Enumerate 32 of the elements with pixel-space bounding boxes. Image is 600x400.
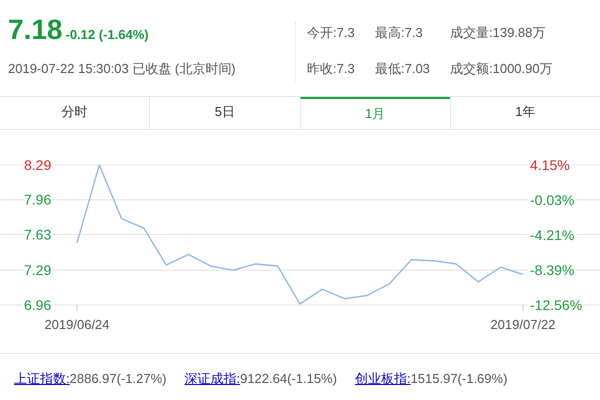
y-tick-label: 7.96 <box>24 192 52 208</box>
text: 最低:7.03 <box>375 60 431 78</box>
text: 1月 <box>300 97 450 129</box>
text: 最高:7.3 <box>375 24 424 42</box>
y-tick-label: 8.29 <box>24 156 52 173</box>
text: 1年 <box>450 97 600 129</box>
y2-tick-label: -12.56% <box>530 296 582 313</box>
y-tick-label: 7.63 <box>24 226 52 242</box>
text: 成交额:1000.90万 <box>450 60 553 78</box>
y-tick-label: 7.29 <box>24 262 52 278</box>
y2-tick-label: -4.21% <box>530 226 574 243</box>
chart-subtitle: -0.12 (-1.64%) <box>66 27 149 42</box>
text: 成交量:139.88万 <box>450 24 546 42</box>
text: 今开:7.3 <box>307 24 356 42</box>
text: 分时 <box>60 103 89 121</box>
text: 上证指数: <box>14 371 70 386</box>
y2-tick-label: 4.15% <box>530 156 570 173</box>
text: 5日 <box>149 97 300 129</box>
y-tick-label: 6.96 <box>24 296 52 313</box>
text: 创业板指: <box>354 371 411 386</box>
text: 2886.97(-1.27%) <box>70 371 166 386</box>
text: 深证成指: <box>184 371 240 386</box>
x-tick-label: 2019/07/22 <box>490 317 556 332</box>
text: 9122.64(-1.15%) <box>240 371 337 386</box>
text: 昨收:7.3 <box>307 60 356 78</box>
y2-tick-label: -0.03% <box>530 192 574 208</box>
x-tick-label: 2019/06/24 <box>44 317 110 332</box>
text: 1515.97(-1.69%) <box>410 371 508 386</box>
chart-title: 7.18 <box>8 14 62 46</box>
text: 2019-07-22 15:30:03 已收盘 (北京时间) <box>8 60 236 78</box>
y2-tick-label: -8.39% <box>530 262 574 278</box>
line-series <box>76 165 524 305</box>
